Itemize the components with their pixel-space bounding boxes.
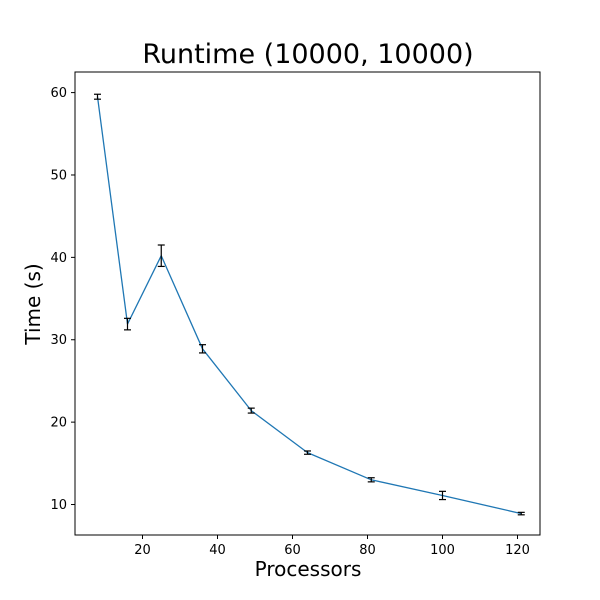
y-axis: 10 20 30 40 50 60 <box>50 86 75 513</box>
y-tick-label-60: 60 <box>50 86 67 101</box>
x-tick-label-20: 20 <box>134 543 151 558</box>
x-tick-label-60: 60 <box>284 543 301 558</box>
y-tick-label-30: 30 <box>50 333 67 348</box>
x-axis-title: Processors <box>255 557 362 581</box>
error-bar-25 <box>157 244 165 268</box>
error-bar-49 <box>247 407 255 414</box>
y-tick-label-50: 50 <box>50 168 67 183</box>
x-tick-label-80: 80 <box>359 543 376 558</box>
error-bar-64 <box>304 450 311 455</box>
error-bar-8 <box>94 93 101 100</box>
y-tick-label-20: 20 <box>50 416 67 431</box>
error-bar-36 <box>199 344 206 354</box>
x-axis: 20 40 60 80 100 120 <box>134 535 530 558</box>
plot-frame <box>74 71 541 536</box>
error-bar-81 <box>367 477 375 483</box>
y-tick-label-40: 40 <box>50 251 67 266</box>
errorbar-layer <box>94 93 525 516</box>
y-axis-title: Time (s) <box>21 263 45 345</box>
y-tick-label-10: 10 <box>50 498 67 513</box>
error-bar-100 <box>439 490 446 501</box>
x-tick-label-120: 120 <box>505 543 530 558</box>
error-bar-121 <box>517 511 525 516</box>
error-bar-16 <box>124 317 131 331</box>
plot-area <box>74 71 541 536</box>
x-tick-label-40: 40 <box>209 543 226 558</box>
x-tick-label-100: 100 <box>430 543 455 558</box>
chart-title: Runtime (10000, 10000) <box>142 39 473 70</box>
